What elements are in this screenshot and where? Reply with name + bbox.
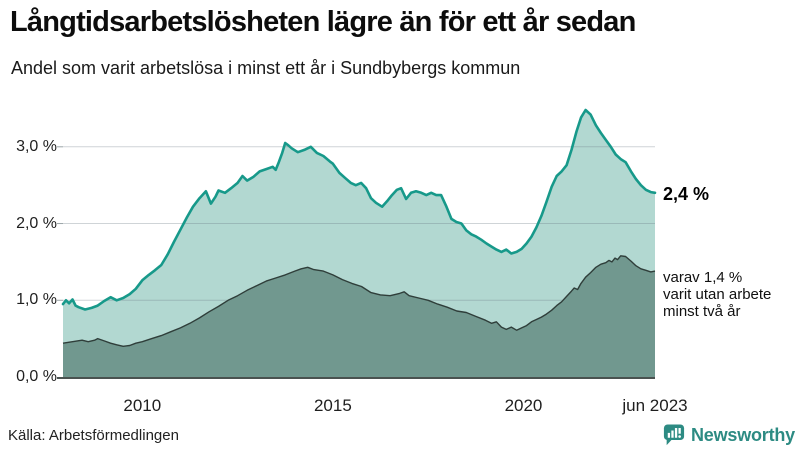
newsworthy-logo-text: Newsworthy (690, 424, 795, 445)
x-axis-label: jun 2023 (622, 396, 688, 415)
two-year-annotation-line2: varit utan arbete (663, 286, 772, 303)
y-axis-label: 2,0 % (16, 214, 57, 232)
page-title: Långtidsarbetslösheten lägre än för ett … (10, 6, 636, 38)
x-axis-label: 2010 (123, 396, 162, 415)
chart-subtitle: Andel som varit arbetslösa i minst ett å… (11, 58, 521, 78)
y-axis-label: 3,0 % (16, 137, 57, 155)
newsworthy-logo[interactable]: Newsworthy (663, 423, 795, 447)
area-two-year (63, 255, 655, 377)
latest-total-label: 2,4 % (663, 184, 710, 204)
two-year-annotation-line1: varav 1,4 % (663, 269, 743, 286)
line-two-year (62, 255, 656, 347)
y-axis-label: 1,0 % (16, 291, 57, 309)
two-year-annotation: varav 1,4 % varit utan arbete minst två … (663, 269, 800, 320)
two-year-annotation-line3: minst två år (663, 303, 741, 320)
newsworthy-logo-icon (663, 424, 685, 446)
source-credit: Källa: Arbetsförmedlingen (8, 427, 179, 444)
x-axis-label: 2015 (313, 396, 352, 415)
line-total (61, 108, 657, 311)
x-axis-label: 2020 (504, 396, 543, 415)
y-axis-label: 0,0 % (16, 368, 57, 385)
